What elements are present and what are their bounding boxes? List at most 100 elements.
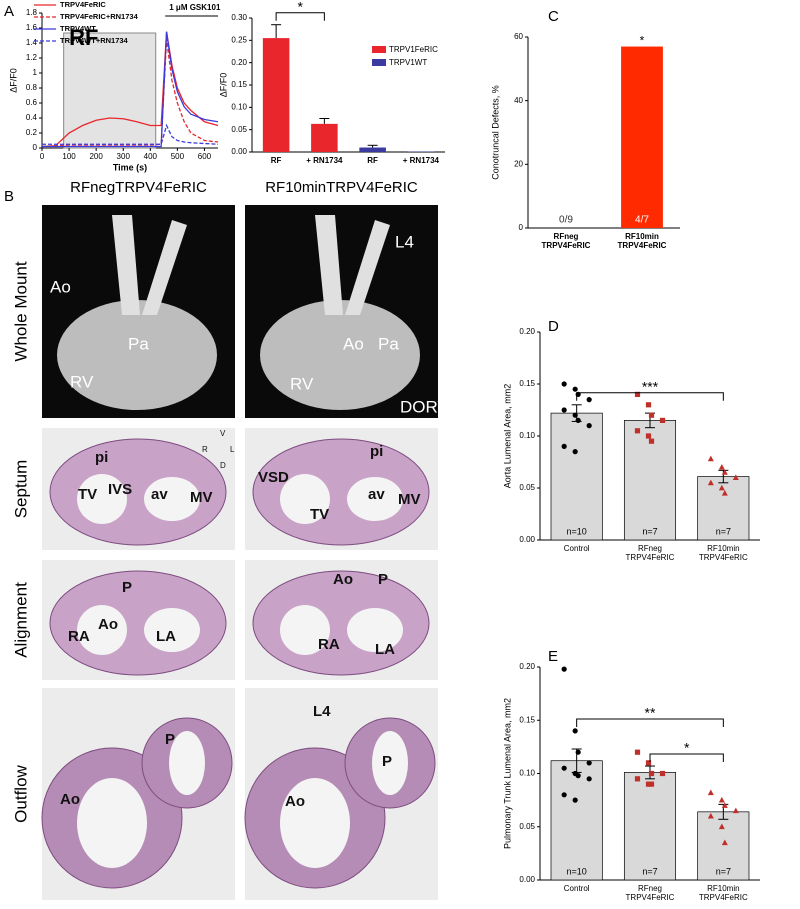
image-label: D [220,461,226,470]
y-tick-label: 0.10 [231,102,247,111]
y-tick-label: 0.30 [231,13,247,22]
data-point [634,776,641,782]
x-tick-label: RFneg [638,544,662,553]
y-tick-label: 0.20 [231,58,247,67]
data-point [732,474,739,480]
y-tick-label: 40 [514,96,523,105]
data-point [645,781,652,787]
column-title: RF10minTRPV4FeRIC [265,179,418,196]
bar [550,412,603,541]
image-label: Ao [60,791,80,808]
row-label: Whole Mount [11,261,30,361]
y-tick-label: 0 [33,143,38,152]
image-label: RV [290,374,314,393]
data-point [645,433,652,439]
x-tick-label: + RN1734 [306,156,343,165]
image-label: P [378,571,388,588]
series-line [41,31,219,148]
image-label: Pa [378,334,399,353]
data-point [634,391,641,397]
y-tick-label: 0.8 [26,83,38,92]
data-point [659,770,666,777]
y-tick-label: 0 [519,223,524,232]
data-point [561,792,567,798]
y-axis-label: Pulmonary Trunk Lumenal Area, mm2 [502,698,512,849]
data-point [634,428,641,434]
image-label: Ao [50,277,71,296]
x-tick-label: 0 [40,152,45,161]
data-point [721,802,728,808]
annotation: RF [69,25,98,50]
bar [550,760,603,881]
image-label: VSD [258,469,289,486]
chamber [77,474,127,524]
heart [260,300,420,410]
image-label: pi [370,443,383,460]
data-point [572,412,578,418]
x-tick-label: 300 [117,152,131,161]
x-tick-label: TRPV4FeRIC [699,553,748,562]
y-axis-label: Conotruncal Defects, % [490,85,500,180]
data-point [561,381,567,387]
legend-label: TRPV4FeRIC [60,0,106,9]
y-tick-label: 1.8 [26,8,38,17]
x-tick-label: TRPV4FeRIC [699,893,748,902]
significance: * [298,0,304,14]
data-point [575,773,581,779]
n-label: n=10 [567,526,587,536]
y-tick-label: 20 [514,159,523,168]
x-tick-label: 100 [62,152,76,161]
x-tick-label: Control [564,884,590,893]
y-tick-label: 0.10 [519,431,535,440]
image-label: pi [95,449,108,466]
x-tick-label: RF [367,156,378,165]
y-tick-label: 0.05 [519,483,535,492]
chamber [280,605,330,655]
legend-label: TRPV1FeRIC [389,45,438,54]
data-point [648,412,655,418]
x-tick-label: RF10min [707,544,739,553]
y-tick-label: 0.10 [519,769,535,778]
data-point [634,749,641,755]
significance: ** [645,705,656,721]
row-label: Septum [11,460,30,519]
x-tick-label: RFneg [554,232,579,241]
data-point [648,770,655,777]
n-label: n=7 [642,526,657,536]
value-label: 4/7 [635,215,649,226]
image-label: av [368,486,385,503]
significance-bracket [576,718,724,728]
y-tick-label: 1 [33,68,38,77]
chamber [280,474,330,524]
y-tick-label: 0.05 [231,125,247,134]
image-label: TV [78,486,97,503]
y-tick-label: 0.2 [26,128,38,137]
image-label: L4 [313,703,331,720]
annotation: 1 μM GSK101 [169,3,221,12]
panel-letter: C [548,8,559,25]
image-label: TV [310,506,329,523]
bar [697,476,750,541]
x-tick-label: 200 [89,152,103,161]
row-label: Outflow [11,764,30,822]
bar [262,38,290,152]
bar [623,772,677,881]
lumen [280,778,350,868]
y-tick-label: 0.05 [519,822,535,831]
column-title: RFnegTRPV4FeRIC [70,179,207,196]
vessels [315,215,390,315]
chamber [144,477,200,521]
image-label: MV [190,489,213,506]
data-point [718,484,725,491]
data-point [561,407,567,413]
image-label: MV [398,491,421,508]
significance: *** [642,379,659,395]
significance-bracket [649,753,724,763]
tissue [49,570,227,676]
y-tick-label: 0.00 [519,535,535,544]
n-label: n=7 [716,526,731,536]
y-tick-label: 0.6 [26,98,38,107]
lumen [372,731,408,795]
x-tick-label: 600 [198,152,212,161]
